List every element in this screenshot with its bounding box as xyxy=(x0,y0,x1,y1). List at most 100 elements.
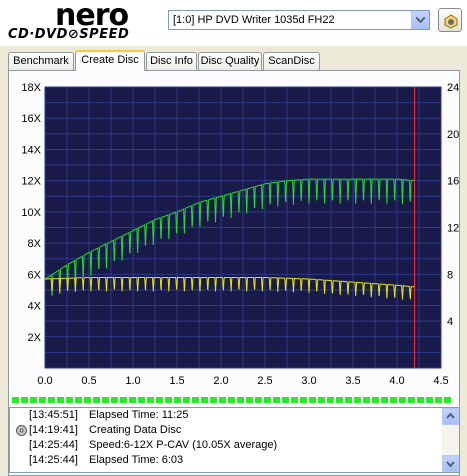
tab-disc-quality[interactable]: Disc Quality xyxy=(198,52,262,70)
header: nero CD·DVD⊘SPEED [1:0] HP DVD Writer 10… xyxy=(0,0,467,46)
progress-segment xyxy=(129,397,136,403)
log-time: [14:19:41] xyxy=(29,424,78,436)
progress-segment xyxy=(75,397,82,403)
scroll-up-button[interactable] xyxy=(442,408,459,425)
progress-segment xyxy=(192,397,199,403)
progress-segment xyxy=(345,397,352,403)
x-tick-label: 3.0 xyxy=(301,375,316,387)
progress-segment xyxy=(444,397,451,403)
progress-segment xyxy=(264,397,271,403)
disc-icon xyxy=(16,425,27,439)
y-left-tick-label: 6X xyxy=(28,269,42,281)
scroll-down-button[interactable] xyxy=(442,455,459,472)
x-tick-label: 1.5 xyxy=(169,375,184,387)
log-message: Elapsed Time: 11:25 xyxy=(89,409,189,421)
progress-segment xyxy=(111,397,118,403)
cd-dvd-speed-logo: CD·DVD⊘SPEED xyxy=(8,27,130,42)
x-tick-label: 2.0 xyxy=(213,375,228,387)
progress-segment xyxy=(300,397,307,403)
progress-segment xyxy=(156,397,163,403)
progress-bar xyxy=(12,397,456,403)
x-tick-label: 1.0 xyxy=(125,375,140,387)
y-left-tick-label: 12X xyxy=(21,176,41,188)
progress-segment xyxy=(336,397,343,403)
y-left-tick-label: 4X xyxy=(28,301,42,313)
log-time: [14:25:44] xyxy=(29,439,78,451)
x-tick-label: 4.5 xyxy=(433,375,448,387)
speed-chart: 2X 4X 6X 8X 10X 12X 14X 16X 18X 4 8 12 16 20 24 0.0 0.5 1… xyxy=(21,82,459,387)
progress-segment xyxy=(426,397,433,403)
tab-benchmark[interactable]: Benchmark xyxy=(8,52,74,70)
progress-segment xyxy=(93,397,100,403)
y-right-tick-label: 4 xyxy=(447,316,453,328)
x-tick-label: 3.5 xyxy=(345,375,360,387)
y-right-tick-label: 24 xyxy=(447,82,459,94)
y-left-tick-label: 2X xyxy=(28,332,42,344)
y-left-tick-label: 16X xyxy=(21,113,41,125)
progress-segment xyxy=(120,397,127,403)
arrow-down-icon xyxy=(446,461,455,468)
drive-select-value: [1:0] HP DVD Writer 1035d FH22 xyxy=(173,14,335,26)
progress-segment xyxy=(210,397,217,403)
arrow-up-icon xyxy=(446,412,455,419)
progress-segment xyxy=(327,397,334,403)
chevron-down-icon xyxy=(416,17,425,23)
progress-segment xyxy=(399,397,406,403)
series-line xyxy=(45,277,415,301)
x-tick-label: 4.0 xyxy=(389,375,404,387)
tab-disc-info[interactable]: Disc Info xyxy=(146,52,197,70)
dropdown-button[interactable] xyxy=(411,11,429,29)
y-left-tick-label: 14X xyxy=(21,144,41,156)
progress-segment xyxy=(390,397,397,403)
drive-icon xyxy=(444,14,458,29)
progress-segment xyxy=(201,397,208,403)
progress-segment xyxy=(372,397,379,403)
log-message: Elapsed Time: 6:03 xyxy=(89,454,184,466)
progress-segment xyxy=(84,397,91,403)
progress-segment xyxy=(291,397,298,403)
x-tick-label: 2.5 xyxy=(257,375,272,387)
y-left-tick-label: 18X xyxy=(21,82,41,94)
y-right-tick-label: 8 xyxy=(447,269,453,281)
log-scrollbar[interactable] xyxy=(442,408,459,472)
y-right-tick-label: 20 xyxy=(447,129,459,141)
y-right-tick-label: 16 xyxy=(447,176,459,188)
drive-select[interactable]: [1:0] HP DVD Writer 1035d FH22 xyxy=(168,10,430,30)
drive-info-button[interactable] xyxy=(438,8,462,32)
x-tick-label: 0.5 xyxy=(81,375,96,387)
y-right-tick-label: 12 xyxy=(447,223,459,235)
progress-segment xyxy=(354,397,361,403)
log-panel: [13:45:51] Elapsed Time: 11:25 [14:19:41… xyxy=(9,407,460,473)
progress-segment xyxy=(255,397,262,403)
progress-segment xyxy=(381,397,388,403)
progress-segment xyxy=(174,397,181,403)
progress-segment xyxy=(219,397,226,403)
progress-segment xyxy=(237,397,244,403)
progress-segment xyxy=(435,397,442,403)
progress-segment xyxy=(147,397,154,403)
log-message: Creating Data Disc xyxy=(89,424,182,436)
progress-segment xyxy=(48,397,55,403)
progress-segment xyxy=(318,397,325,403)
progress-segment xyxy=(165,397,172,403)
tab-create-disc[interactable]: Create Disc xyxy=(75,50,145,71)
progress-segment xyxy=(138,397,145,403)
progress-segment xyxy=(246,397,253,403)
progress-segment xyxy=(273,397,280,403)
progress-segment xyxy=(309,397,316,403)
y-left-tick-label: 10X xyxy=(21,207,41,219)
progress-segment xyxy=(183,397,190,403)
progress-segment xyxy=(66,397,73,403)
x-tick-label: 0.0 xyxy=(37,375,52,387)
progress-segment xyxy=(282,397,289,403)
tab-scandisc[interactable]: ScanDisc xyxy=(263,52,320,70)
progress-segment xyxy=(363,397,370,403)
progress-segment xyxy=(12,397,19,403)
y-left-tick-label: 8X xyxy=(28,238,42,250)
progress-segment xyxy=(30,397,37,403)
log-time: [14:25:44] xyxy=(29,454,78,466)
nero-logo: nero xyxy=(55,0,129,33)
progress-segment xyxy=(21,397,28,403)
progress-segment xyxy=(408,397,415,403)
series-line xyxy=(44,178,415,296)
